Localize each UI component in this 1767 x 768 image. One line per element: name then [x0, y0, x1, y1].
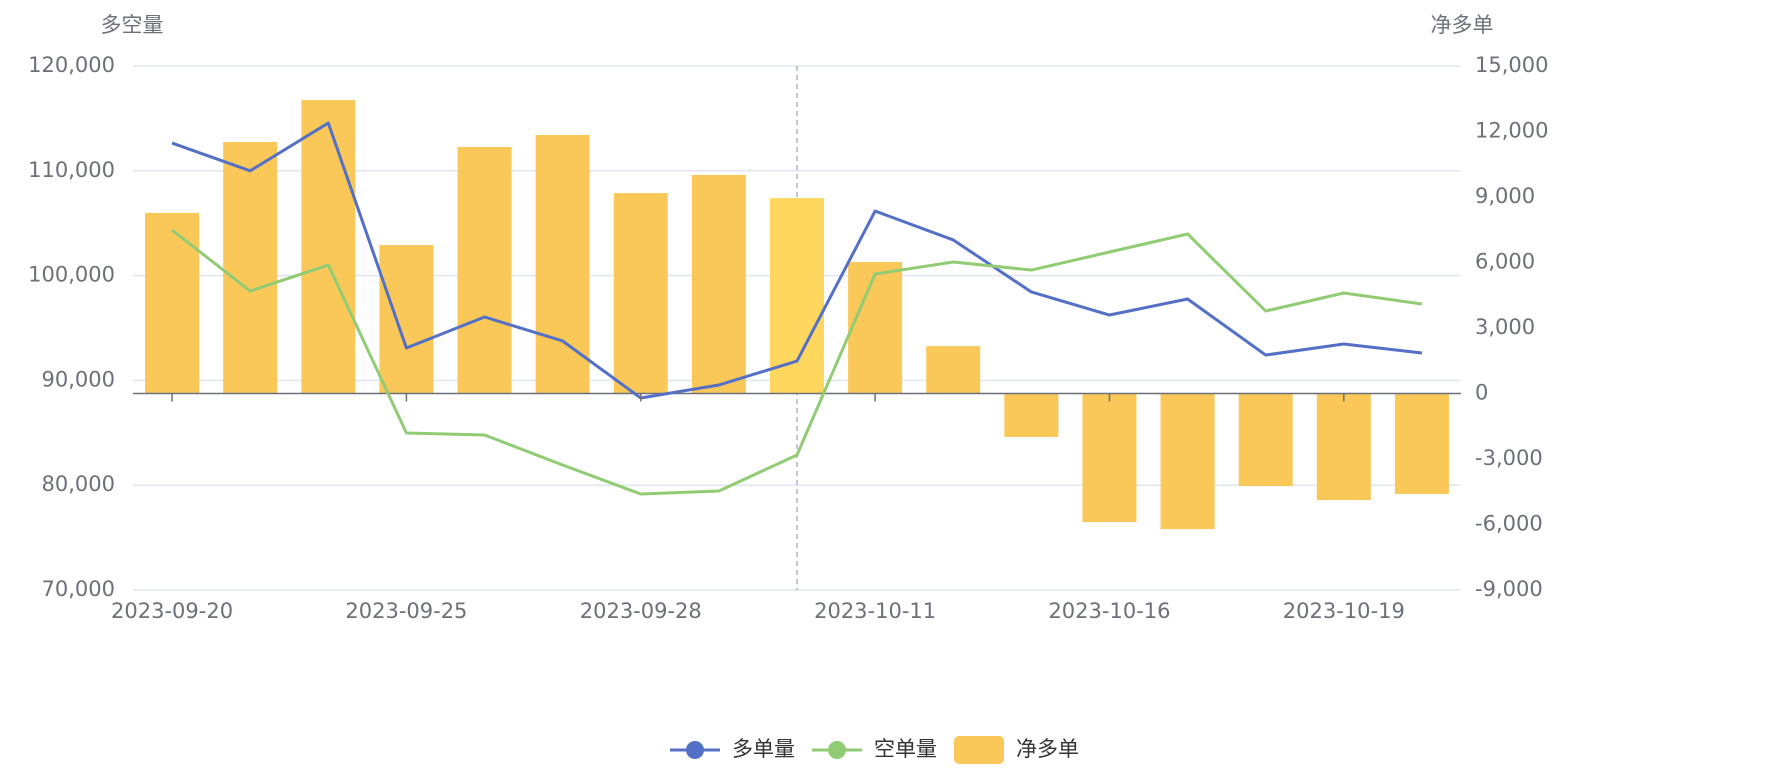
- bar: [770, 198, 824, 394]
- y-tick-label: 80,000: [42, 472, 115, 496]
- x-tick-label: 2023-09-20: [111, 599, 233, 623]
- y-tick-label: 120,000: [28, 53, 115, 77]
- y2-tick-label: 9,000: [1475, 184, 1535, 208]
- legend-icon: [828, 741, 846, 759]
- x-tick-label: 2023-10-19: [1283, 599, 1405, 623]
- y-tick-label: 70,000: [42, 577, 115, 601]
- y-tick-label: 110,000: [28, 158, 115, 182]
- y-tick-label: 100,000: [28, 263, 115, 287]
- y-tick-label: 90,000: [42, 367, 115, 391]
- y2-tick-label: -3,000: [1475, 446, 1543, 470]
- y2-axis-name: 净多单: [1431, 13, 1494, 37]
- bar: [926, 346, 981, 394]
- x-tick-label: 2023-10-16: [1048, 599, 1170, 623]
- y2-tick-label: 15,000: [1475, 53, 1548, 77]
- y2-tick-label: 12,000: [1475, 119, 1548, 143]
- y2-tick-label: 0: [1475, 381, 1488, 405]
- bar: [1004, 393, 1059, 437]
- y2-tick-label: 6,000: [1475, 250, 1535, 274]
- line: [171, 228, 1423, 496]
- x-tick-label: 2023-09-28: [580, 599, 702, 623]
- bar: [301, 100, 356, 394]
- bar: [1394, 393, 1449, 494]
- bar: [1238, 393, 1293, 487]
- bar: [848, 262, 903, 394]
- bar: [691, 174, 746, 394]
- bar: [379, 245, 434, 394]
- legend-icon: [954, 736, 1004, 764]
- bar: [1316, 393, 1371, 501]
- bar: [1082, 393, 1137, 523]
- y-axis-name: 多空量: [101, 13, 164, 37]
- bar: [1160, 393, 1215, 530]
- legend-label: 多单量: [732, 737, 795, 761]
- legend-label: 空单量: [874, 737, 937, 761]
- line: [171, 121, 1423, 400]
- y2-tick-label: -9,000: [1475, 577, 1543, 601]
- legend-icon: [686, 741, 704, 759]
- bar: [457, 147, 512, 394]
- x-tick-label: 2023-10-11: [814, 599, 936, 623]
- legend-label: 净多单: [1016, 737, 1079, 761]
- bar: [223, 141, 278, 394]
- x-tick-label: 2023-09-25: [345, 599, 467, 623]
- bar: [145, 212, 200, 394]
- y2-tick-label: -6,000: [1475, 512, 1543, 536]
- y2-tick-label: 3,000: [1475, 315, 1535, 339]
- bar: [535, 134, 590, 394]
- bar: [613, 193, 668, 394]
